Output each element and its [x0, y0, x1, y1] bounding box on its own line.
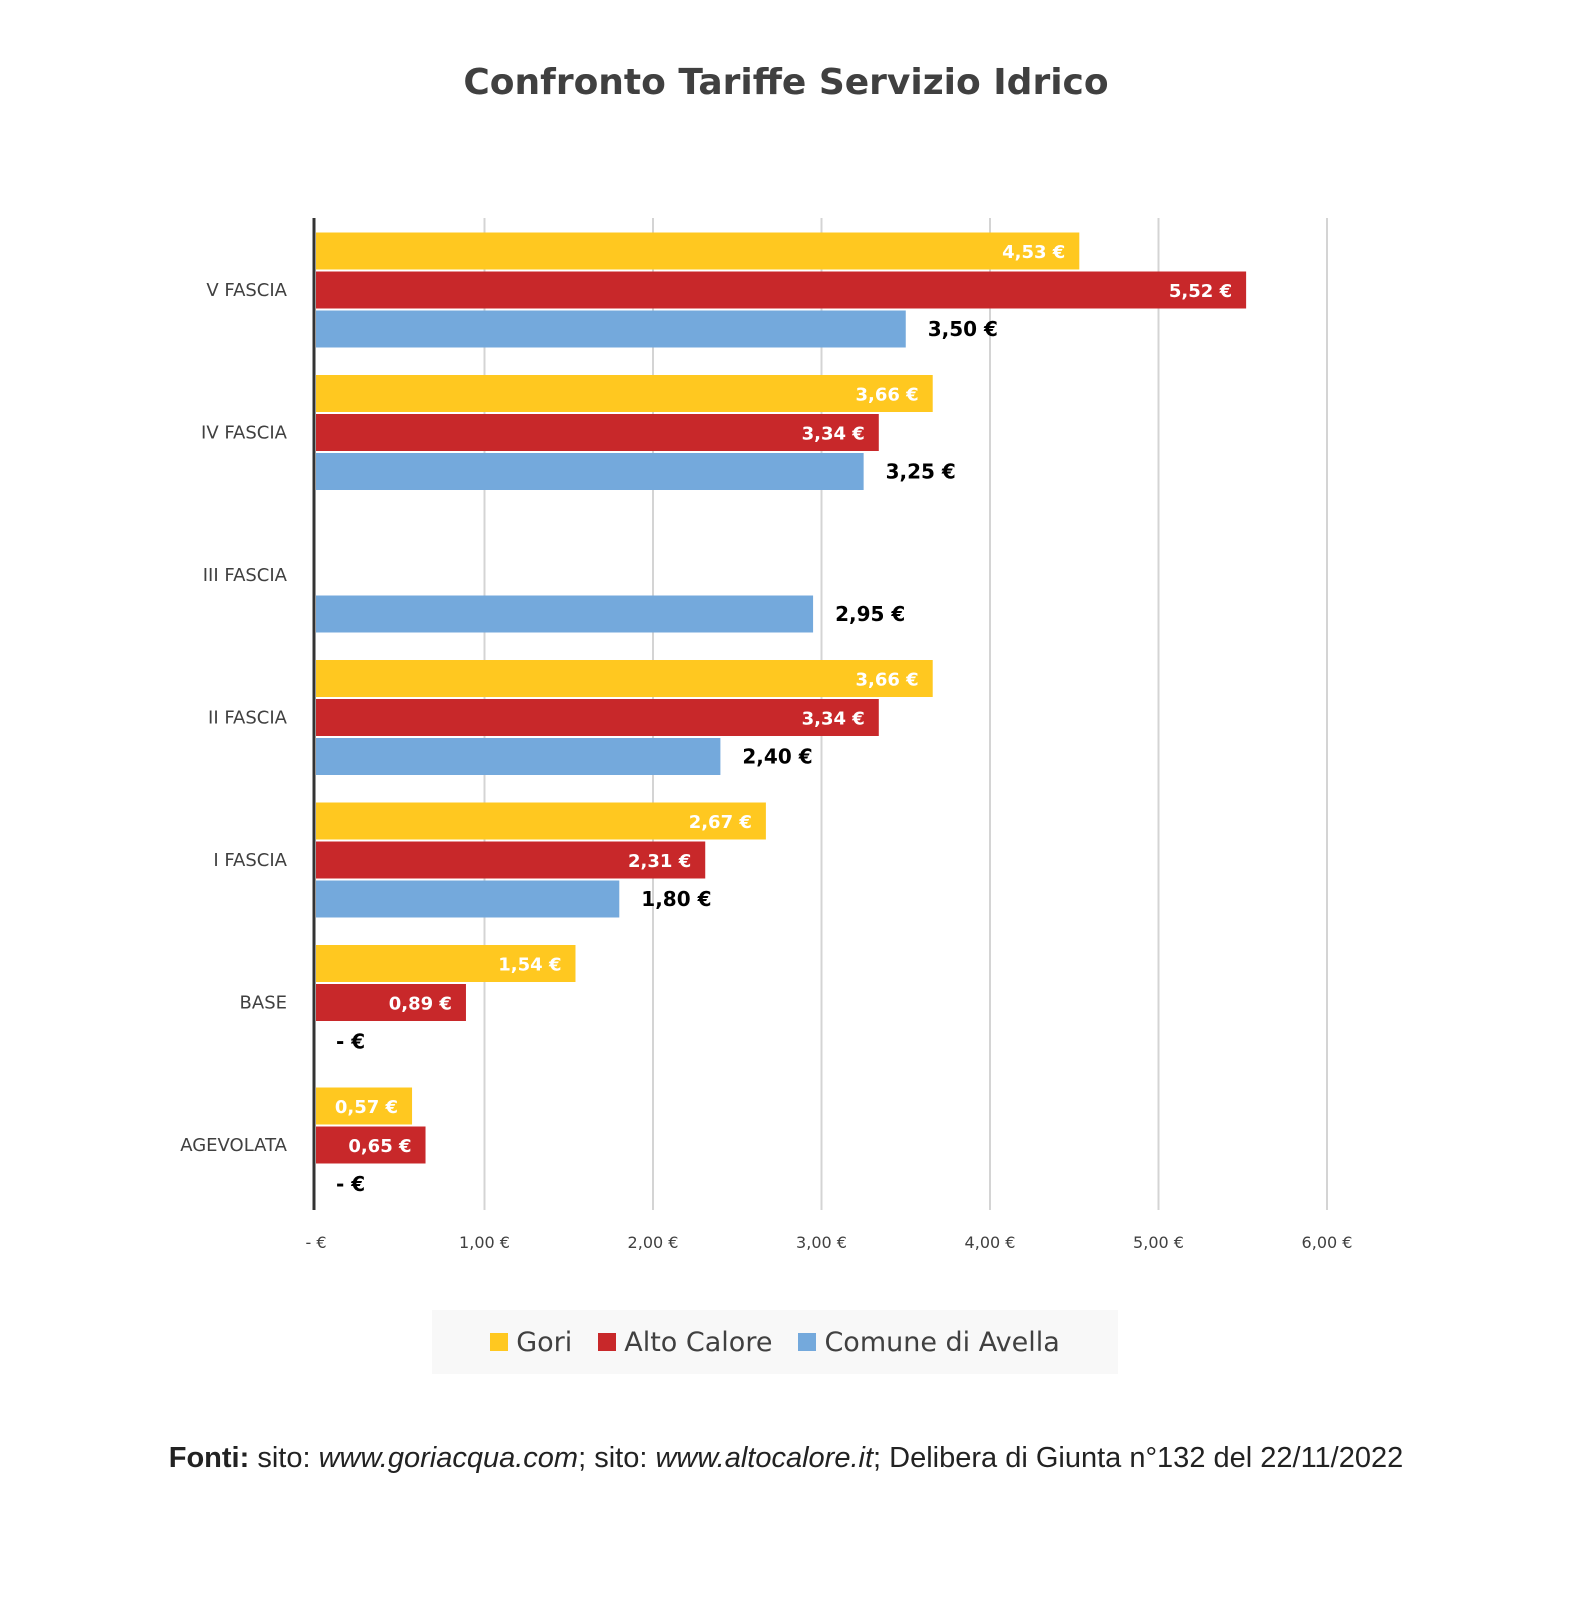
- sources-footer: Fonti: sito: www.goriacqua.com; sito: ww…: [0, 1442, 1572, 1475]
- legend-swatch: [798, 1333, 817, 1351]
- bar-alto-calore-v-fascia: [316, 271, 1247, 309]
- tick-labels: - € 1,00 € 2,00 € 3,00 € 4,00 € 5,00 € 6,00 €: [305, 1233, 1352, 1252]
- x-tick-label: 5,00 €: [1133, 1233, 1184, 1252]
- bar-comune-di-avella-v-fascia: [316, 310, 906, 348]
- sources-text: ; Delibera di Giunta n°132 del 22/11/202…: [873, 1442, 1404, 1474]
- category-label-v-fascia: V FASCIA: [206, 280, 287, 301]
- x-tick-label: 1,00 €: [459, 1233, 510, 1252]
- category-labels: V FASCIA IV FASCIA III FASCIA II FASCIA I FA…: [180, 280, 287, 1156]
- data-label: - €: [336, 1172, 365, 1196]
- bar-alto-calore-ii-fascia: [316, 699, 879, 736]
- data-label: 0,57 €: [335, 1097, 398, 1118]
- category-label-iii-fascia: III FASCIA: [203, 565, 288, 586]
- sources-label: Fonti:: [168, 1442, 250, 1474]
- data-label: 3,34 €: [802, 709, 865, 730]
- bar-alto-calore-agevolata: [316, 1126, 426, 1164]
- bar-chart: 4,53 € 5,52 € 3,50 € 3,66 € 3,34 € 3,25 € 2,95…: [180, 218, 1352, 1252]
- bar-alto-calore-base: [316, 984, 466, 1021]
- bar-gori-v-fascia: [316, 232, 1080, 270]
- legend: Gori Alto Calore Comune di Avella: [432, 1310, 1118, 1374]
- legend-item-gori: Gori: [490, 1327, 572, 1358]
- bar-alto-calore-iv-fascia: [316, 414, 879, 451]
- bar-comune-di-avella-i-fascia: [316, 880, 620, 918]
- data-label: 2,67 €: [689, 812, 752, 833]
- data-label: 3,25 €: [886, 460, 956, 484]
- chart-title: Confronto Tariffe Servizio Idrico: [463, 62, 1109, 103]
- data-label: 1,54 €: [498, 955, 561, 976]
- bar-comune-di-avella-iv-fascia: [316, 453, 864, 490]
- value-labels: 4,53 € 5,52 € 3,50 € 3,66 € 3,34 € 3,25 € 2,95…: [335, 242, 1232, 1196]
- legend-label: Gori: [516, 1326, 573, 1358]
- category-label-ii-fascia: II FASCIA: [208, 708, 288, 729]
- x-tick-label: 3,00 €: [796, 1233, 847, 1252]
- data-label: 4,53 €: [1002, 242, 1065, 263]
- bar-gori-base: [316, 945, 576, 982]
- legend-item-comune-di-avella: Comune di Avella: [798, 1326, 1060, 1358]
- category-label-iv-fascia: IV FASCIA: [201, 423, 288, 444]
- x-tick-label: 6,00 €: [1302, 1233, 1353, 1252]
- bar-gori-i-fascia: [316, 802, 766, 840]
- data-label: 2,40 €: [742, 745, 812, 769]
- data-label: 3,66 €: [856, 670, 919, 691]
- bar-gori-agevolata: [316, 1087, 413, 1125]
- data-label: 2,31 €: [628, 851, 691, 872]
- legend-swatch: [490, 1333, 509, 1351]
- sources-text: sito:: [249, 1442, 319, 1474]
- legend-label: Comune di Avella: [824, 1326, 1060, 1358]
- bar-gori-iv-fascia: [316, 375, 933, 412]
- category-label-i-fascia: I FASCIA: [213, 850, 287, 871]
- legend-item-alto-calore: Alto Calore: [598, 1327, 772, 1358]
- bar-comune-di-avella-ii-fascia: [316, 738, 721, 775]
- legend-label: Alto Calore: [624, 1326, 773, 1358]
- source-link-gori: www.goriacqua.com: [318, 1442, 579, 1474]
- data-label: 2,95 €: [835, 602, 905, 626]
- data-label: 5,52 €: [1169, 281, 1232, 302]
- bar-gori-ii-fascia: [316, 660, 933, 697]
- bars: [316, 232, 1247, 1164]
- bar-comune-di-avella-iii-fascia: [316, 595, 814, 633]
- x-tick-label: 4,00 €: [965, 1233, 1016, 1252]
- data-label: - €: [336, 1030, 365, 1054]
- data-label: 3,34 €: [802, 424, 865, 445]
- x-tick-label: 2,00 €: [628, 1233, 679, 1252]
- source-link-altocalore: www.altocalore.it: [655, 1442, 874, 1474]
- data-label: 1,80 €: [641, 887, 711, 911]
- sources-text: ; sito:: [578, 1442, 656, 1474]
- data-label: 0,89 €: [389, 994, 452, 1015]
- data-label: 0,65 €: [348, 1136, 411, 1157]
- data-label: 3,66 €: [856, 385, 919, 406]
- x-tick-label: - €: [305, 1233, 326, 1252]
- legend-swatch: [598, 1333, 617, 1351]
- data-label: 3,50 €: [928, 317, 998, 341]
- category-label-agevolata: AGEVOLATA: [180, 1135, 287, 1156]
- category-label-base: BASE: [240, 993, 287, 1014]
- bar-alto-calore-i-fascia: [316, 841, 706, 879]
